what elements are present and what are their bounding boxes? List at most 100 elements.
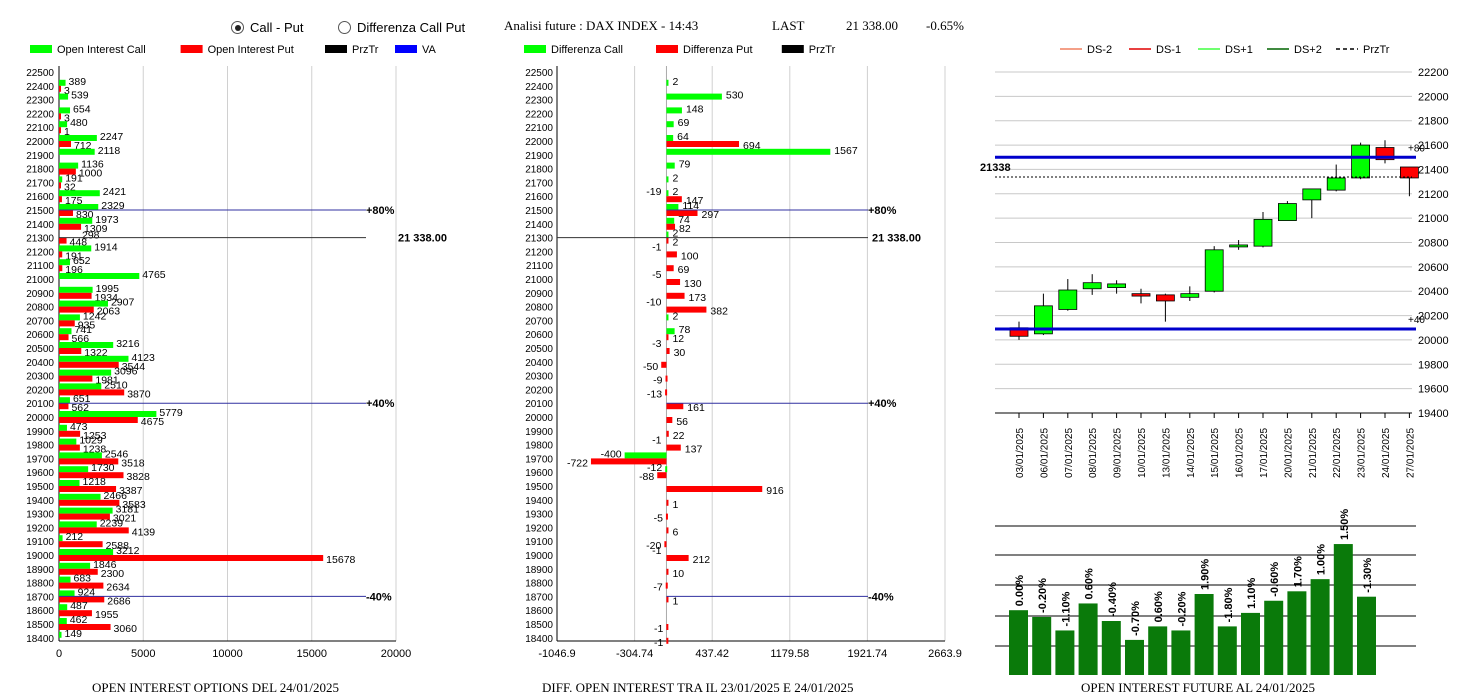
candle-y-tick-label: 21600 bbox=[1418, 140, 1449, 152]
future-bar-label: -0.70% bbox=[1130, 601, 1142, 636]
oi-call-bar bbox=[59, 618, 67, 624]
diff-put-value: -7 bbox=[653, 582, 662, 594]
oi-put-bar bbox=[59, 306, 94, 313]
oi-call-bar bbox=[59, 300, 108, 307]
radio-diff[interactable]: Differenza Call Put bbox=[338, 20, 465, 35]
diff-strike-label: 18400 bbox=[525, 634, 553, 645]
oi-put-bar bbox=[59, 403, 69, 410]
radio-call-put[interactable]: Call - Put bbox=[231, 20, 303, 35]
diff-extra-value: -1 bbox=[652, 241, 661, 253]
oi-call-bar bbox=[59, 480, 80, 486]
candle-x-tick-label: 08/01/2025 bbox=[1088, 428, 1099, 478]
oi-strike-label: 21700 bbox=[26, 178, 54, 189]
oi-call-bar bbox=[59, 411, 157, 417]
diff-put-value: 297 bbox=[702, 209, 720, 221]
future-bar bbox=[1009, 610, 1028, 675]
oi-call-bar bbox=[59, 576, 71, 583]
oi-put-value: 3544 bbox=[122, 361, 146, 373]
future-bar bbox=[1194, 594, 1214, 675]
oi-strike-label: 20800 bbox=[26, 303, 54, 314]
oi-strike-label: 20400 bbox=[26, 358, 54, 369]
candle-legend-label-0: DS-2 bbox=[1087, 44, 1112, 56]
candle-y-tick-label: 20600 bbox=[1418, 262, 1449, 274]
oi-call-value: 1973 bbox=[95, 214, 119, 226]
candle-y-tick-label: 20200 bbox=[1418, 311, 1449, 323]
radio-unselected-icon[interactable] bbox=[338, 21, 351, 34]
candle-y-tick-label: 20800 bbox=[1418, 238, 1449, 250]
diff-put-bar bbox=[666, 568, 669, 575]
future-bar-label: -1.80% bbox=[1223, 587, 1235, 622]
oi-call-value: 539 bbox=[71, 90, 89, 102]
oi-strike-label: 18900 bbox=[26, 565, 54, 576]
oi-call-bar bbox=[59, 466, 89, 473]
diff-strike-label: 19300 bbox=[525, 510, 553, 521]
future-bar bbox=[1101, 621, 1121, 675]
future-bar-label: -0.60% bbox=[1269, 562, 1281, 597]
future-bar bbox=[1287, 591, 1307, 675]
diff-call-value: 2 bbox=[672, 186, 678, 198]
oi-put-bar bbox=[59, 472, 124, 479]
diff-put-value: -20 bbox=[646, 540, 661, 552]
diff-put-bar bbox=[666, 334, 669, 341]
future-bar-label: -1.30% bbox=[1362, 558, 1374, 593]
oi-call-value: 2466 bbox=[104, 490, 128, 502]
oi-strike-label: 19000 bbox=[26, 551, 54, 562]
oi-call-value: 683 bbox=[74, 573, 92, 585]
diff-strike-label: 20500 bbox=[525, 344, 553, 355]
diff-extra-value: -1 bbox=[652, 545, 661, 557]
oi-strike-label: 20200 bbox=[26, 385, 54, 396]
oi-call-bar bbox=[59, 93, 69, 100]
oi-put-bar bbox=[59, 127, 61, 134]
oi-strike-label: 21200 bbox=[26, 247, 54, 258]
diff-legend-swatch-1 bbox=[656, 45, 678, 53]
diff-call-bar bbox=[666, 93, 722, 100]
oi-legend-label-0: Open Interest Call bbox=[57, 44, 146, 56]
oi-strike-label: 21800 bbox=[26, 165, 54, 176]
oi-strike-label: 21900 bbox=[26, 151, 54, 162]
diff-put-value: 161 bbox=[687, 402, 705, 414]
diff-call-value: 530 bbox=[726, 90, 744, 102]
diff-put-value: 382 bbox=[710, 306, 728, 318]
oi-strike-label: 18700 bbox=[26, 592, 54, 603]
radio-selected-icon[interactable] bbox=[231, 21, 244, 34]
oi-strike-label: 22100 bbox=[26, 123, 54, 134]
diff-put-bar bbox=[666, 292, 685, 299]
diff-strike-label: 21200 bbox=[525, 247, 553, 258]
diff-put-value: 100 bbox=[681, 250, 699, 262]
oi-put-bar bbox=[59, 624, 111, 630]
future-bar-label: 1.00% bbox=[1316, 544, 1328, 575]
diff-strike-label: 21100 bbox=[526, 261, 554, 272]
diff-put-bar bbox=[665, 389, 668, 396]
candle-legend-label-3: DS+2 bbox=[1294, 44, 1322, 56]
diff-strike-label: 19500 bbox=[525, 482, 553, 493]
diff-strike-label: 18500 bbox=[525, 620, 553, 631]
radio-call-put-label: Call - Put bbox=[250, 20, 304, 35]
candle-y-tick-label: 20000 bbox=[1418, 335, 1449, 347]
diff-put-bar bbox=[666, 499, 669, 506]
diff-strike-label: 21300 bbox=[525, 234, 553, 245]
oi-put-value: 15678 bbox=[326, 554, 355, 566]
oi-call-value: 3216 bbox=[116, 338, 140, 350]
oi-legend-swatch-1 bbox=[180, 45, 203, 53]
diff-put-bar bbox=[666, 237, 669, 244]
candle-y-tick-label: 22000 bbox=[1418, 91, 1449, 103]
diff-strike-label: 21800 bbox=[525, 165, 553, 176]
future-bar bbox=[1148, 626, 1168, 675]
oi-put-bar bbox=[59, 568, 98, 575]
diff-call-bar bbox=[624, 452, 667, 459]
future-bar bbox=[1264, 600, 1284, 675]
diff-call-value: 2 bbox=[672, 228, 678, 240]
future-bar-label: 1.70% bbox=[1292, 556, 1304, 587]
candle-body bbox=[1082, 282, 1102, 290]
oi-legend-label-3: VA bbox=[422, 44, 437, 56]
oi-call-bar bbox=[59, 273, 140, 279]
diff-strike-label: 19400 bbox=[525, 496, 553, 507]
diff-strike-label: 18600 bbox=[525, 606, 553, 617]
diff-put-bar bbox=[590, 458, 667, 465]
candle-body bbox=[1253, 218, 1273, 247]
future-bar-label: 1.90% bbox=[1200, 559, 1212, 590]
oi-call-bar bbox=[59, 562, 91, 569]
oi-put-bar bbox=[59, 251, 63, 258]
oi-put-bar bbox=[59, 265, 63, 272]
diff-call-bar bbox=[666, 107, 682, 114]
